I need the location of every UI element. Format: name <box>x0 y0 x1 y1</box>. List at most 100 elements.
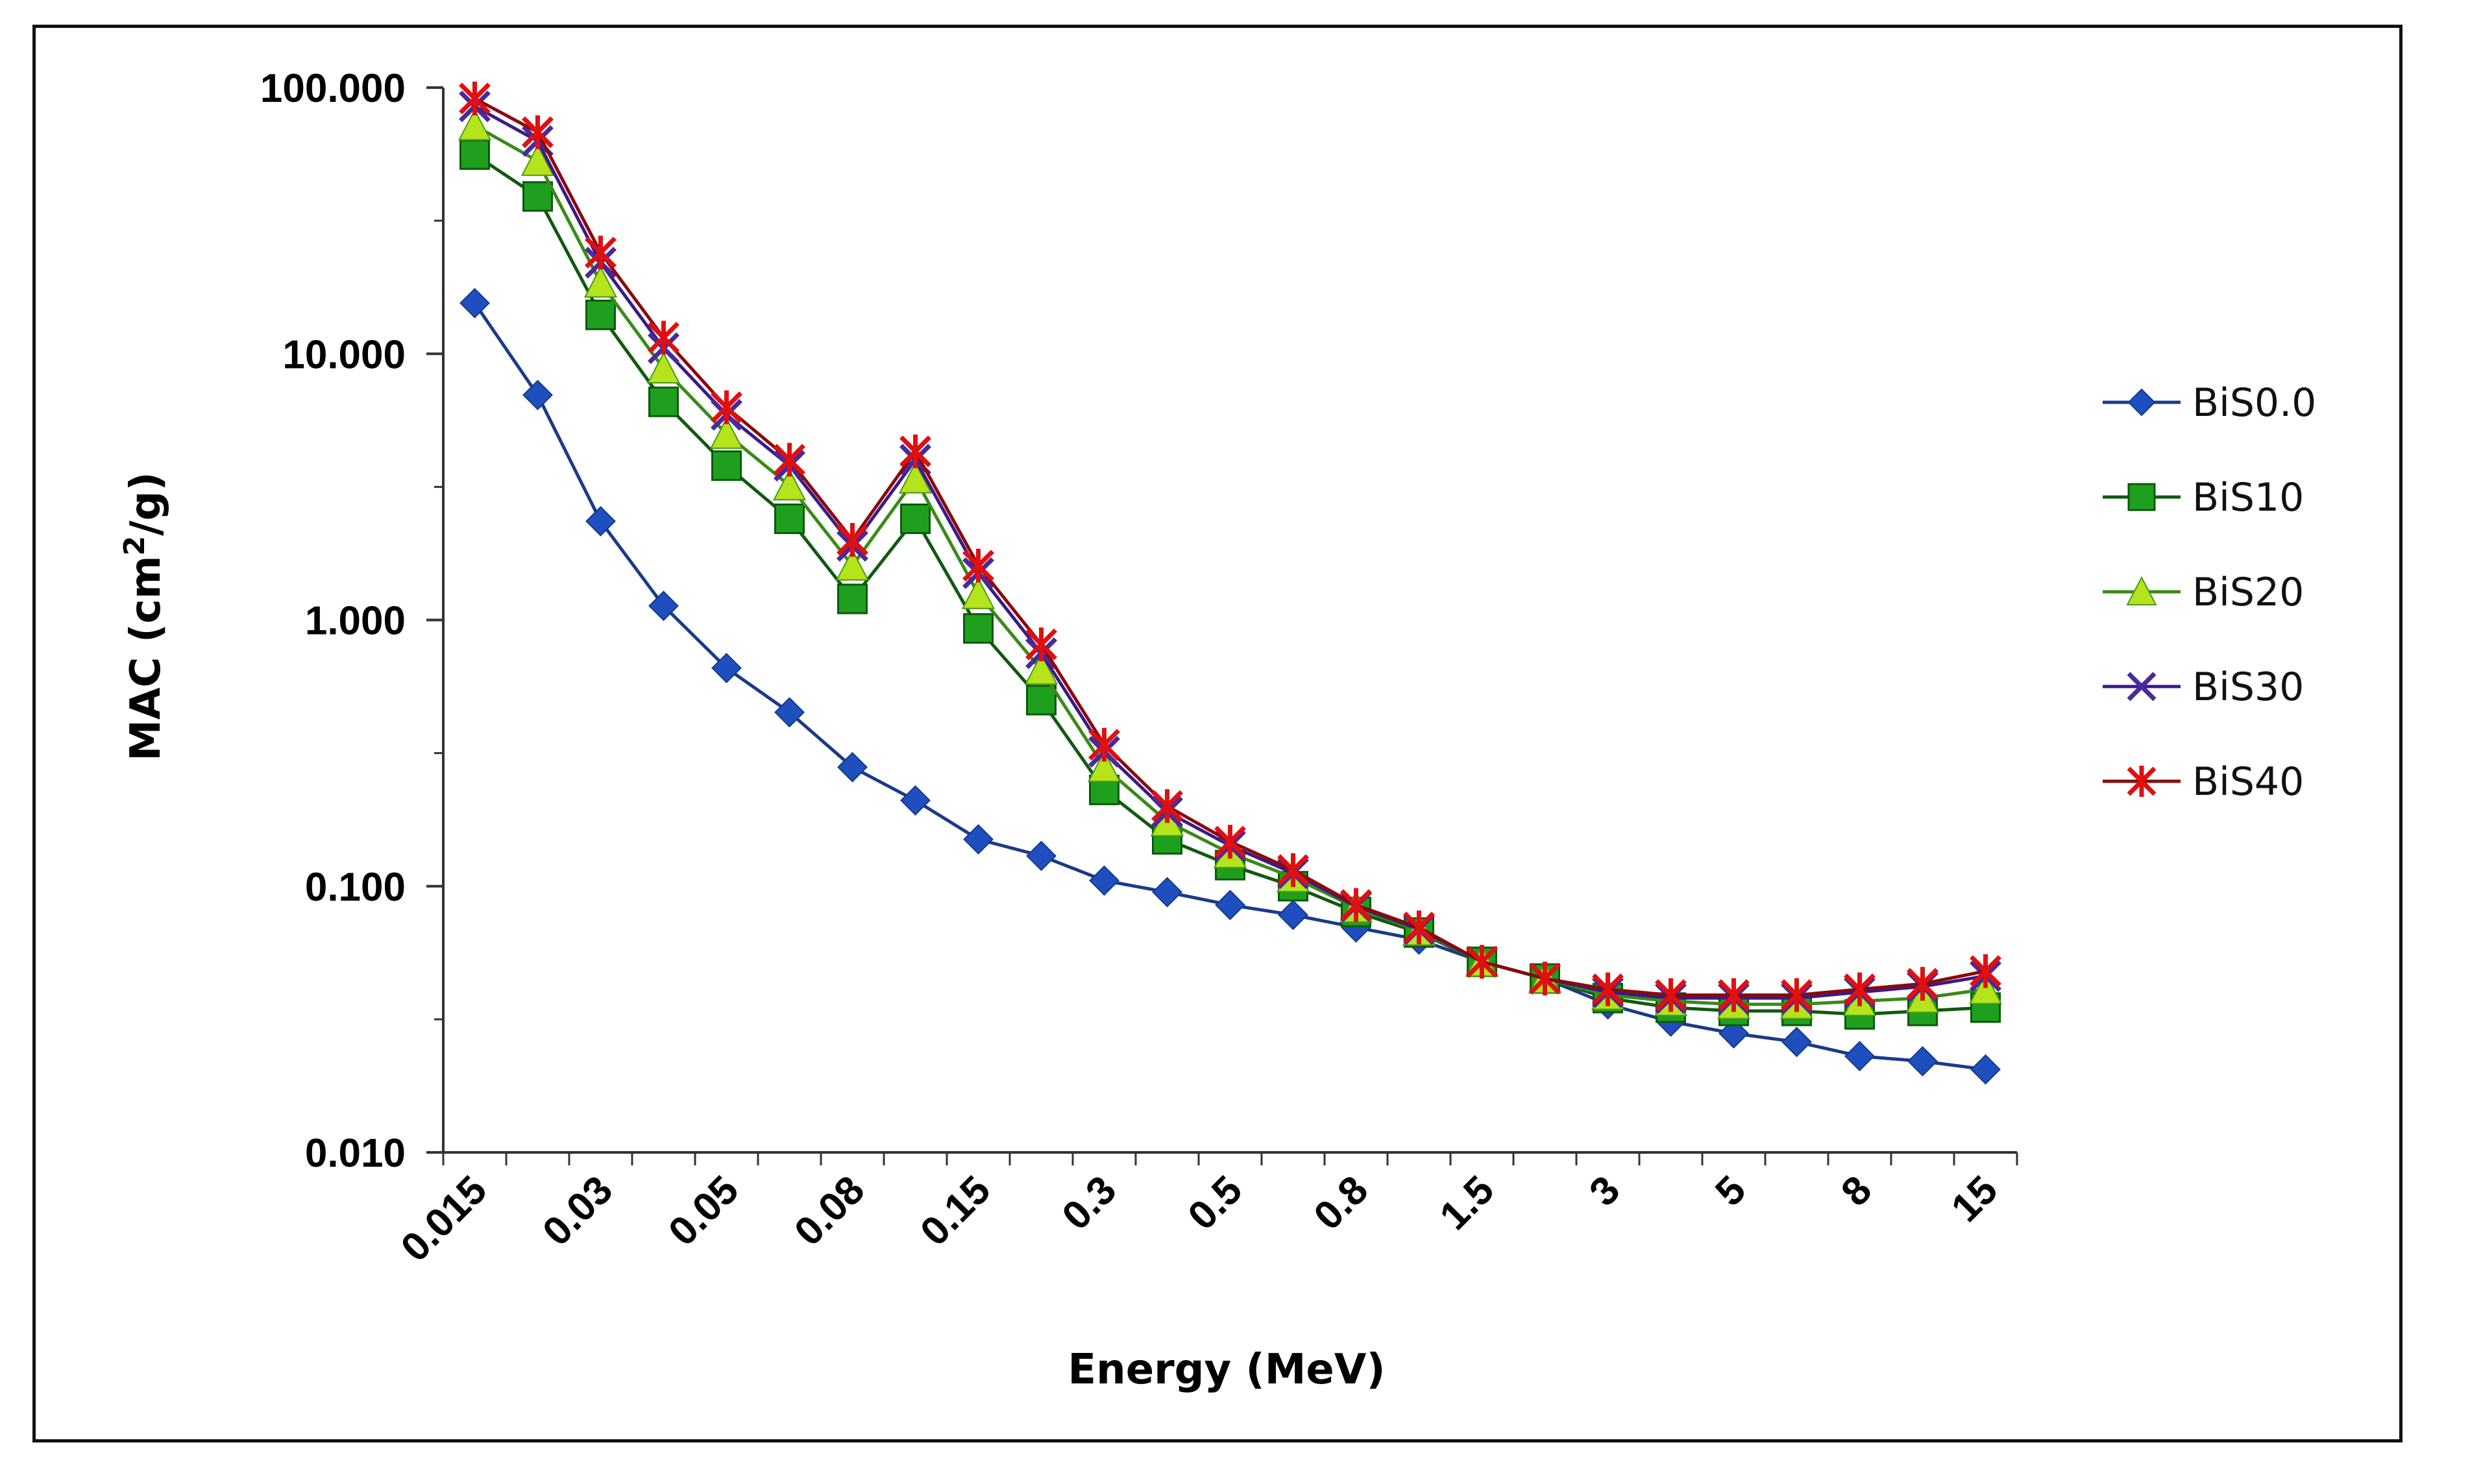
data-point <box>585 299 616 330</box>
data-point <box>648 321 679 355</box>
data-point <box>522 181 553 212</box>
data-point <box>1277 853 1309 887</box>
data-point <box>711 653 742 683</box>
series-BiS0.0 <box>459 287 2001 1085</box>
series-BiS40 <box>459 81 2001 1012</box>
data-point <box>2127 388 2156 417</box>
data-point <box>1152 877 1182 908</box>
x-tick-label: 0.03 <box>534 1167 621 1254</box>
data-point <box>900 504 931 535</box>
legend: BiS0.0 BiS10 BiS20 BiS30 BiS40 <box>2103 380 2316 805</box>
data-point <box>458 108 492 141</box>
data-point <box>835 548 870 581</box>
legend-label: BiS10 <box>2192 475 2304 520</box>
y-tick-label: 0.010 <box>305 1131 406 1176</box>
data-point <box>709 417 744 449</box>
x-tick-label: 5 <box>1707 1167 1754 1215</box>
data-point <box>1968 972 2003 1004</box>
data-point <box>837 751 868 783</box>
data-point <box>522 115 554 149</box>
data-point <box>963 613 994 644</box>
chart-frame <box>32 25 2403 1442</box>
data-point <box>1089 865 1119 896</box>
x-tick-label: 0.08 <box>786 1167 873 1254</box>
data-point <box>2127 483 2156 511</box>
data-point <box>459 81 491 116</box>
y-axis-title: MAC (cm2/g) <box>118 472 170 760</box>
series-line <box>474 153 1986 1016</box>
legend-label: BiS20 <box>2192 570 2304 615</box>
data-point <box>1781 978 1813 1012</box>
data-point <box>1844 972 1876 1006</box>
data-point <box>1907 1046 1938 1077</box>
data-point <box>711 450 742 481</box>
x-ticks: 0.015 0.03 0.05 0.08 0.15 0.3 0.5 0.8 1.5 3 5 8 15 <box>393 1152 2018 1271</box>
data-point <box>774 697 805 728</box>
legend-item: BiS40 <box>2103 759 2304 805</box>
data-point <box>962 548 994 583</box>
legend-item: BiS20 <box>2103 570 2304 615</box>
data-point <box>900 785 931 816</box>
legend-item: BiS0.0 <box>2103 380 2316 426</box>
data-point <box>1088 727 1120 762</box>
data-point <box>1844 1041 1875 1072</box>
data-point <box>2126 576 2157 605</box>
legend-label: BiS30 <box>2192 664 2304 710</box>
data-point <box>585 236 617 270</box>
data-point <box>1026 685 1057 716</box>
data-point <box>1340 888 1372 922</box>
data-point <box>646 351 681 384</box>
x-axis-title: Energy (MeV) <box>1068 1346 1385 1394</box>
data-point <box>1592 972 1624 1006</box>
data-point <box>585 505 616 537</box>
x-tick-label: 0.05 <box>660 1167 747 1254</box>
data-point <box>1087 750 1121 783</box>
data-point <box>1781 1027 1812 1058</box>
series-BiS20 <box>458 108 2003 1019</box>
data-point <box>648 590 679 622</box>
data-point <box>2127 766 2157 797</box>
x-tick-label: 0.5 <box>1180 1167 1251 1239</box>
data-point <box>1151 789 1183 823</box>
y-tick-label: 10.000 <box>282 332 406 377</box>
data-point <box>774 504 805 535</box>
legend-item: BiS10 <box>2103 475 2304 520</box>
x-tick-label: 0.15 <box>912 1167 999 1254</box>
data-point <box>520 143 555 176</box>
data-point <box>1970 954 2001 988</box>
data-point <box>1403 910 1435 945</box>
data-point <box>837 583 868 614</box>
data-point <box>774 443 805 477</box>
x-tick-label: 8 <box>1833 1167 1880 1215</box>
data-point <box>899 434 931 468</box>
data-point <box>583 265 618 298</box>
data-point <box>1278 899 1308 931</box>
y-ticks: 0.010 0.100 1.000 10.000 100.000 <box>260 66 443 1176</box>
y-axis-title-superscript: 2 <box>118 536 151 556</box>
data-point <box>772 468 807 501</box>
x-tick-label: 3 <box>1581 1167 1628 1215</box>
data-point <box>648 386 679 417</box>
y-tick-label: 100.000 <box>260 66 406 111</box>
data-point <box>1025 627 1057 662</box>
x-tick-label: 0.015 <box>393 1167 496 1271</box>
data-point <box>459 139 490 170</box>
x-tick-label: 1.5 <box>1432 1167 1503 1239</box>
data-point <box>522 380 553 411</box>
data-point <box>1214 825 1246 859</box>
data-point <box>1529 962 1561 996</box>
x-tick-label: 15 <box>1943 1167 2007 1231</box>
data-point <box>2127 672 2157 701</box>
data-point <box>1215 890 1245 921</box>
data-point <box>1655 978 1687 1012</box>
y-tick-label: 0.100 <box>305 865 406 910</box>
data-point <box>961 577 996 609</box>
y-axis-title-main: MAC (cm <box>122 555 170 760</box>
data-point <box>898 461 933 494</box>
data-point <box>459 287 490 319</box>
data-point <box>963 824 994 855</box>
x-tick-label: 0.8 <box>1306 1167 1377 1239</box>
data-point <box>711 390 742 424</box>
